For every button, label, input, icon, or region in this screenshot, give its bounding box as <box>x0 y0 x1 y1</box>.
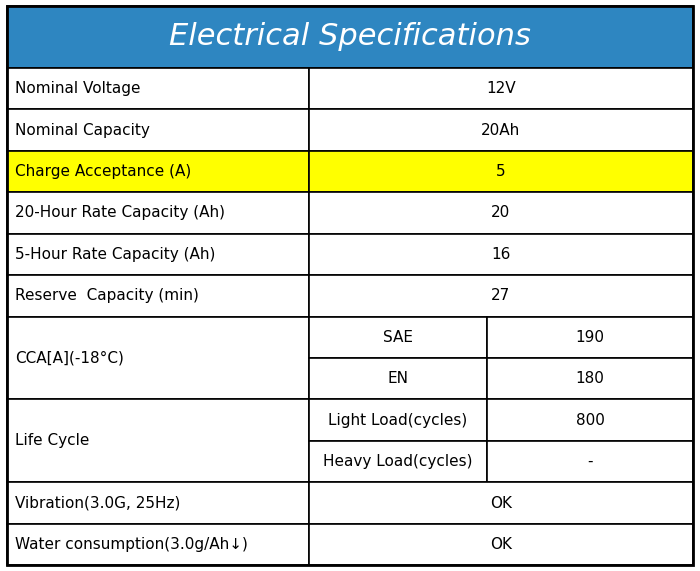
Bar <box>487 316 693 358</box>
Bar <box>7 400 309 482</box>
Bar <box>7 234 309 275</box>
Bar <box>487 400 693 441</box>
Text: Nominal Capacity: Nominal Capacity <box>15 123 150 138</box>
Bar <box>309 234 693 275</box>
Text: CCA[A](-18°C): CCA[A](-18°C) <box>15 351 125 365</box>
Text: 20Ah: 20Ah <box>482 123 521 138</box>
Text: Nominal Voltage: Nominal Voltage <box>15 81 141 96</box>
Bar <box>487 358 693 400</box>
Bar <box>7 316 309 400</box>
Bar <box>309 275 693 316</box>
Bar <box>7 151 309 192</box>
Text: 20: 20 <box>491 206 510 220</box>
Text: Light Load(cycles): Light Load(cycles) <box>328 413 468 428</box>
Text: EN: EN <box>388 371 409 386</box>
Bar <box>309 192 693 234</box>
Bar <box>309 109 693 151</box>
Text: Vibration(3.0G, 25Hz): Vibration(3.0G, 25Hz) <box>15 496 181 510</box>
Bar <box>309 151 693 192</box>
Bar <box>309 400 487 441</box>
Bar <box>309 68 693 109</box>
Bar <box>487 441 693 482</box>
Bar <box>7 524 309 565</box>
Bar <box>309 358 487 400</box>
Bar <box>7 275 309 316</box>
Text: Electrical Specifications: Electrical Specifications <box>169 22 531 51</box>
Text: 5-Hour Rate Capacity (Ah): 5-Hour Rate Capacity (Ah) <box>15 247 216 262</box>
Bar <box>7 482 309 524</box>
Bar <box>7 192 309 234</box>
Text: OK: OK <box>490 496 512 510</box>
Bar <box>309 316 487 358</box>
Bar <box>309 482 693 524</box>
Text: Heavy Load(cycles): Heavy Load(cycles) <box>323 454 473 469</box>
Text: Life Cycle: Life Cycle <box>15 433 90 448</box>
Text: OK: OK <box>490 537 512 552</box>
Text: 16: 16 <box>491 247 510 262</box>
Bar <box>7 68 309 109</box>
Text: -: - <box>587 454 593 469</box>
Text: 800: 800 <box>575 413 605 428</box>
Text: Charge Acceptance (A): Charge Acceptance (A) <box>15 164 192 179</box>
Text: 5: 5 <box>496 164 505 179</box>
Text: Reserve  Capacity (min): Reserve Capacity (min) <box>15 288 199 303</box>
Bar <box>309 441 487 482</box>
Text: 190: 190 <box>575 330 605 345</box>
Bar <box>7 109 309 151</box>
Bar <box>309 524 693 565</box>
Text: 27: 27 <box>491 288 510 303</box>
Text: Water consumption(3.0g/Ah↓): Water consumption(3.0g/Ah↓) <box>15 537 248 552</box>
Text: 180: 180 <box>575 371 605 386</box>
Bar <box>7 6 693 68</box>
Text: 12V: 12V <box>486 81 516 96</box>
Text: 20-Hour Rate Capacity (Ah): 20-Hour Rate Capacity (Ah) <box>15 206 225 220</box>
Text: SAE: SAE <box>383 330 413 345</box>
